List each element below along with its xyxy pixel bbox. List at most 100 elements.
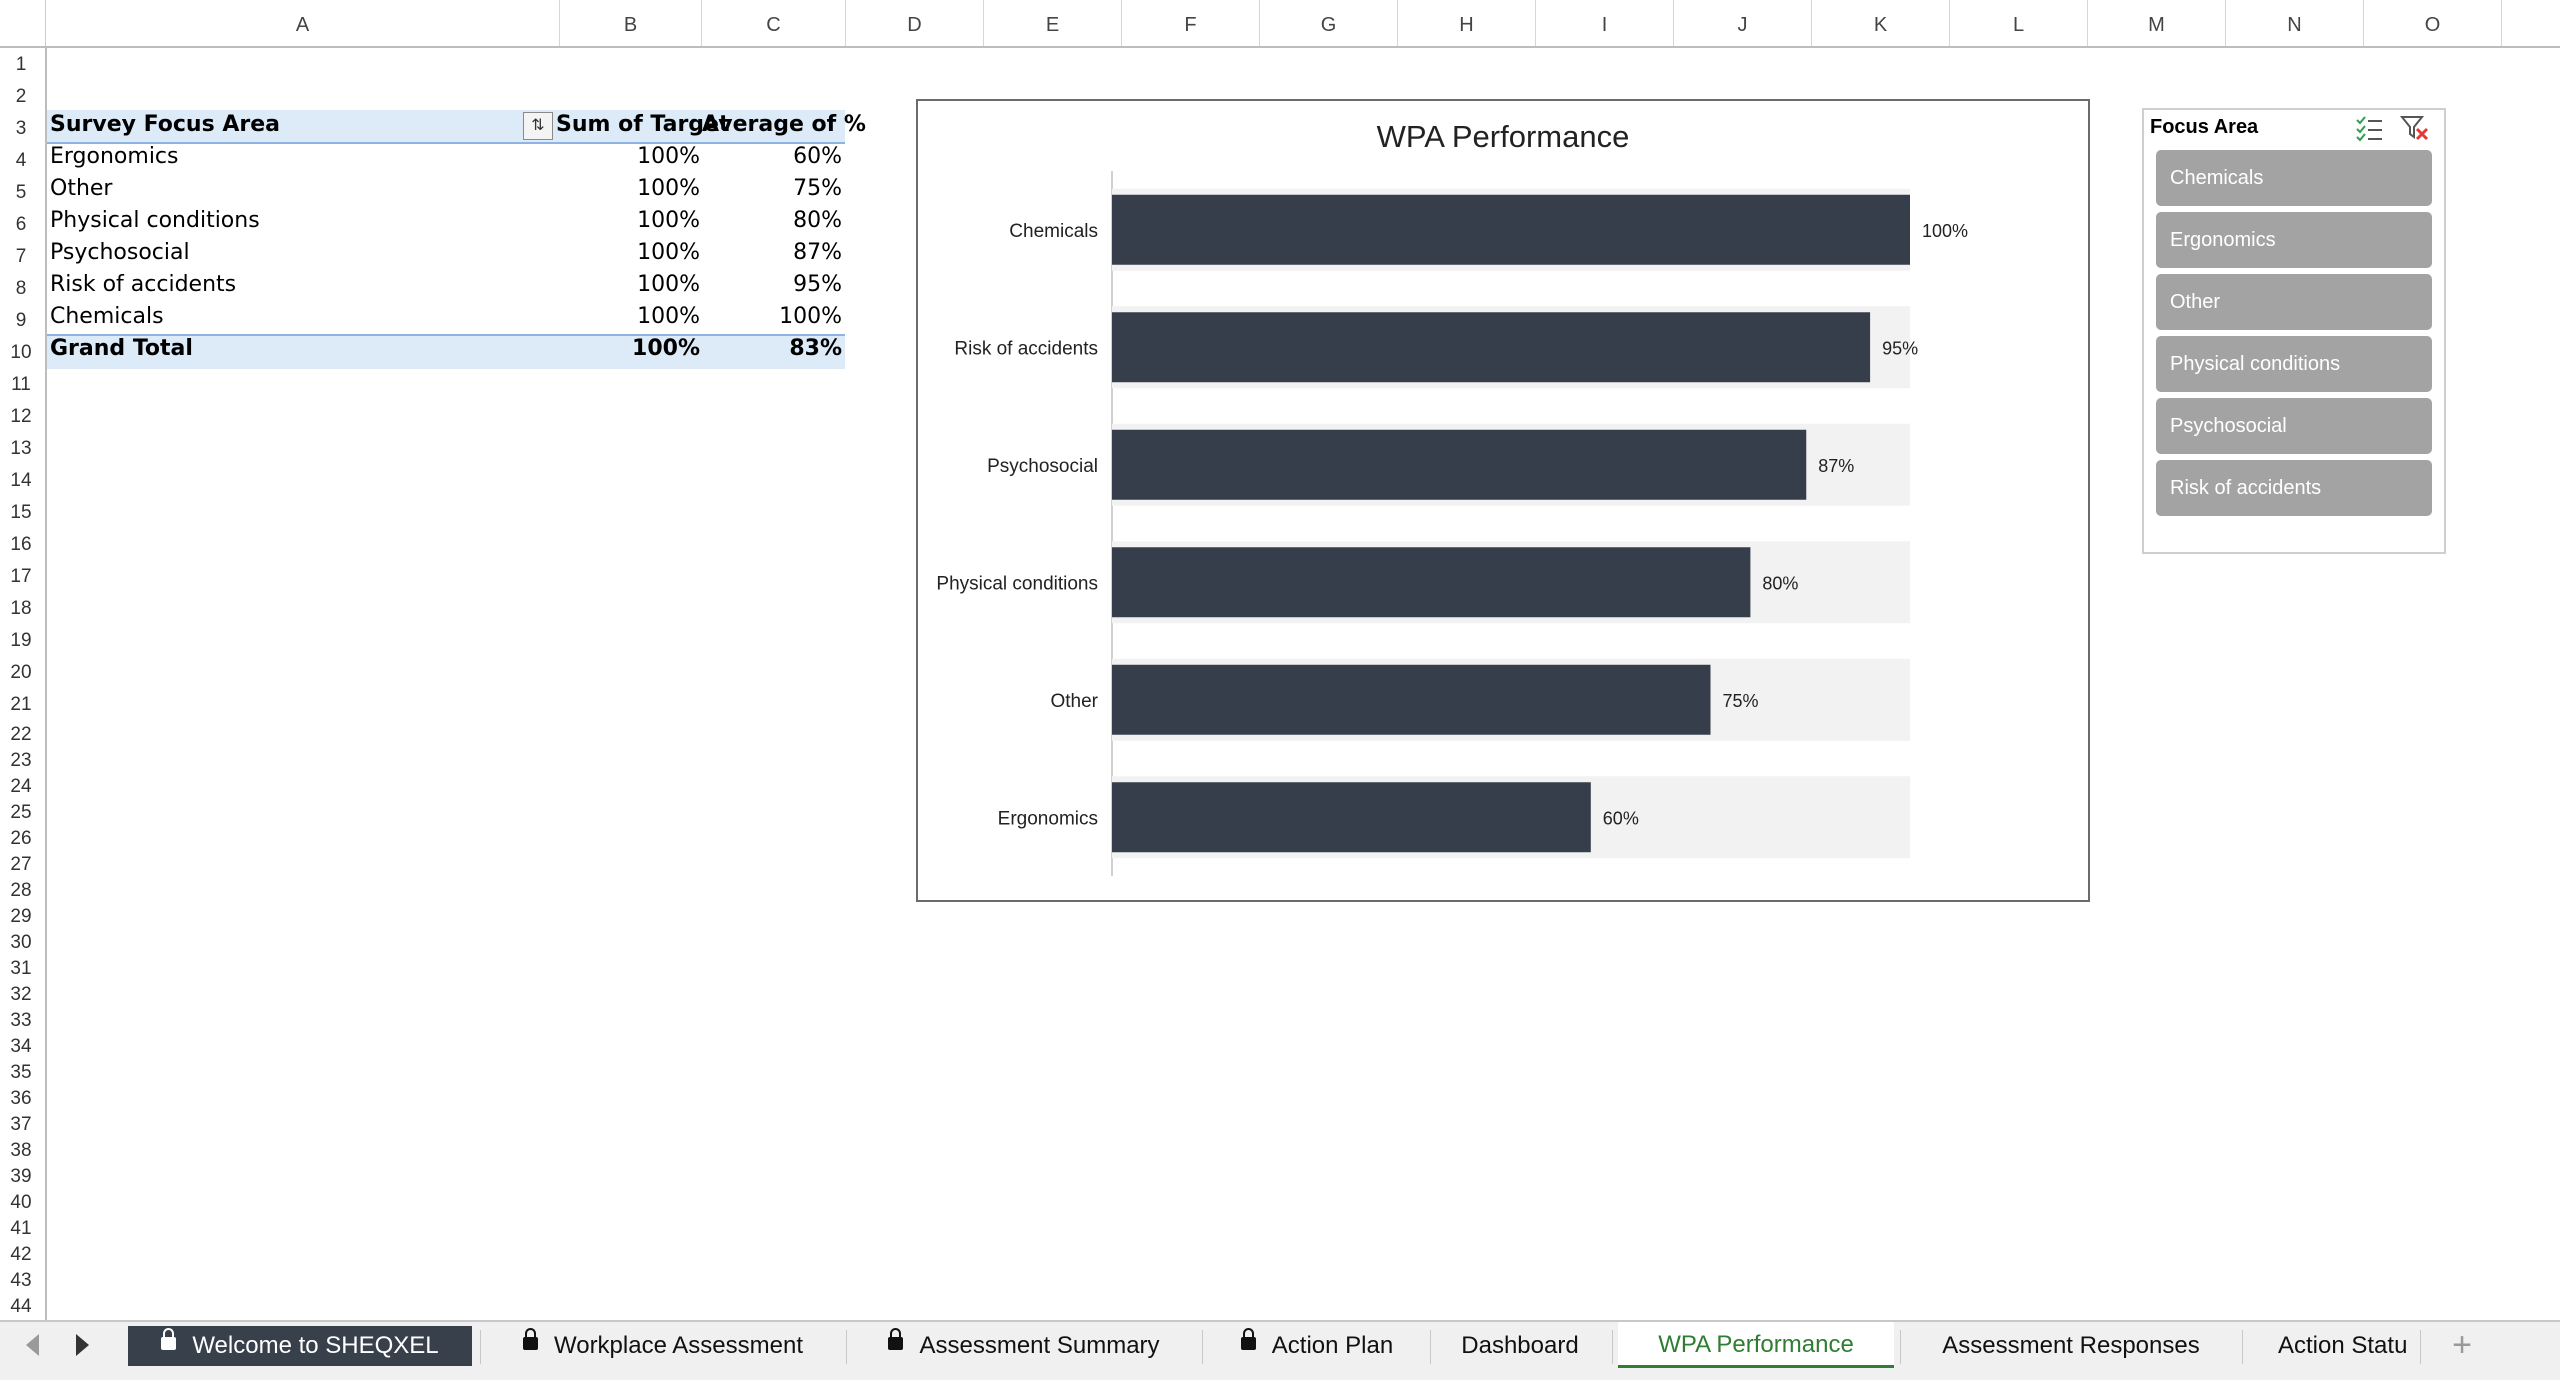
chart-bar[interactable] — [1112, 547, 1751, 618]
tab-assessment-responses[interactable]: Assessment Responses — [1906, 1326, 2236, 1366]
tab-scroll-right-icon[interactable] — [76, 1334, 89, 1356]
pivot-row-average[interactable]: 60% — [793, 144, 842, 169]
row-header-42[interactable]: 42 — [10, 1244, 32, 1265]
clear-filter-icon[interactable] — [2400, 114, 2430, 142]
row-header-27[interactable]: 27 — [10, 854, 32, 875]
row-header-11[interactable]: 11 — [11, 374, 31, 395]
column-header-l[interactable]: L — [1950, 0, 2088, 46]
row-header-22[interactable]: 22 — [10, 724, 32, 745]
row-header-29[interactable]: 29 — [10, 906, 32, 927]
pivot-row-area[interactable]: Risk of accidents — [50, 272, 237, 297]
pivot-total-target[interactable]: 100% — [632, 336, 700, 361]
chart-bar[interactable] — [1112, 194, 1910, 265]
focus-area-slicer[interactable]: Focus Area Chemicals Ergonomics Other Physi… — [2142, 108, 2446, 554]
row-header-37[interactable]: 37 — [10, 1114, 32, 1135]
pivot-total-average[interactable]: 83% — [789, 336, 842, 361]
multi-select-icon[interactable] — [2354, 114, 2384, 142]
pivot-row-average[interactable]: 95% — [793, 272, 842, 297]
tab-dashboard[interactable]: Dashboard — [1436, 1326, 1604, 1366]
row-header-35[interactable]: 35 — [10, 1062, 32, 1083]
row-header-12[interactable]: 12 — [10, 406, 32, 427]
pivot-row-target[interactable]: 100% — [637, 176, 700, 201]
row-header-23[interactable]: 23 — [10, 750, 32, 771]
pivot-header-average[interactable]: Average of % — [702, 112, 866, 137]
column-header-d[interactable]: D — [846, 0, 984, 46]
row-header-14[interactable]: 14 — [10, 470, 32, 491]
wpa-performance-chart[interactable]: WPA Performance Chemicals 100% Risk of acc… — [916, 99, 2090, 902]
tab-assessment-summary[interactable]: Assessment Summary — [854, 1326, 1194, 1366]
pivot-row-area[interactable]: Physical conditions — [50, 208, 260, 233]
pivot-row-area[interactable]: Chemicals — [50, 304, 164, 329]
pivot-header-area[interactable]: Survey Focus Area — [50, 112, 280, 137]
pivot-row-average[interactable]: 80% — [793, 208, 842, 233]
tab-action-plan[interactable]: Action Plan — [1210, 1326, 1424, 1366]
pivot-row-target[interactable]: 100% — [637, 208, 700, 233]
row-header-34[interactable]: 34 — [10, 1036, 32, 1057]
column-header-i[interactable]: I — [1536, 0, 1674, 46]
select-all-corner[interactable] — [0, 0, 46, 46]
row-header-31[interactable]: 31 — [10, 958, 32, 979]
row-header-38[interactable]: 38 — [10, 1140, 32, 1161]
row-header-15[interactable]: 15 — [10, 502, 32, 523]
row-header-19[interactable]: 19 — [10, 630, 32, 651]
column-header-e[interactable]: E — [984, 0, 1122, 46]
row-header-44[interactable]: 44 — [10, 1296, 32, 1317]
slicer-item-psychosocial[interactable]: Psychosocial — [2156, 398, 2432, 454]
tab-wpa-performance[interactable]: WPA Performance — [1618, 1322, 1894, 1368]
column-header-k[interactable]: K — [1812, 0, 1950, 46]
pivot-row-average[interactable]: 87% — [793, 240, 842, 265]
pivot-row-target[interactable]: 100% — [637, 240, 700, 265]
slicer-item-other[interactable]: Other — [2156, 274, 2432, 330]
row-header-30[interactable]: 30 — [10, 932, 32, 953]
row-header-4[interactable]: 4 — [15, 150, 27, 171]
slicer-item-risk-of-accidents[interactable]: Risk of accidents — [2156, 460, 2432, 516]
row-header-25[interactable]: 25 — [10, 802, 32, 823]
row-header-24[interactable]: 24 — [10, 776, 32, 797]
row-header-39[interactable]: 39 — [10, 1166, 32, 1187]
row-header-32[interactable]: 32 — [10, 984, 32, 1005]
row-header-1[interactable]: 1 — [15, 54, 27, 75]
column-header-a[interactable]: A — [46, 0, 560, 46]
row-header-21[interactable]: 21 — [10, 694, 32, 715]
row-header-40[interactable]: 40 — [10, 1192, 32, 1213]
tab-scroll-left-icon[interactable] — [26, 1334, 39, 1356]
slicer-item-physical-conditions[interactable]: Physical conditions — [2156, 336, 2432, 392]
column-header-g[interactable]: G — [1260, 0, 1398, 46]
pivot-row-area[interactable]: Ergonomics — [50, 144, 179, 169]
chart-bar[interactable] — [1112, 429, 1807, 500]
row-header-16[interactable]: 16 — [10, 534, 32, 555]
pivot-row-target[interactable]: 100% — [637, 144, 700, 169]
row-header-20[interactable]: 20 — [10, 662, 32, 683]
row-header-7[interactable]: 7 — [15, 246, 27, 267]
pivot-row-average[interactable]: 75% — [793, 176, 842, 201]
tab-action-status[interactable]: Action Statu — [2248, 1326, 2434, 1366]
row-header-13[interactable]: 13 — [10, 438, 32, 459]
column-header-j[interactable]: J — [1674, 0, 1812, 46]
pivot-row-area[interactable]: Psychosocial — [50, 240, 190, 265]
row-header-17[interactable]: 17 — [10, 566, 32, 587]
column-header-b[interactable]: B — [560, 0, 702, 46]
row-header-26[interactable]: 26 — [10, 828, 32, 849]
pivot-row-average[interactable]: 100% — [779, 304, 842, 329]
slicer-item-ergonomics[interactable]: Ergonomics — [2156, 212, 2432, 268]
chart-bar[interactable] — [1112, 664, 1711, 735]
row-header-5[interactable]: 5 — [15, 182, 27, 203]
column-header-h[interactable]: H — [1398, 0, 1536, 46]
slicer-item-chemicals[interactable]: Chemicals — [2156, 150, 2432, 206]
row-header-36[interactable]: 36 — [10, 1088, 32, 1109]
column-header-n[interactable]: N — [2226, 0, 2364, 46]
column-header-f[interactable]: F — [1122, 0, 1260, 46]
chart-bar[interactable] — [1112, 782, 1591, 853]
add-sheet-button[interactable]: + — [2452, 1326, 2472, 1364]
column-header-m[interactable]: M — [2088, 0, 2226, 46]
row-header-41[interactable]: 41 — [10, 1218, 32, 1239]
row-header-10[interactable]: 10 — [10, 342, 32, 363]
pivot-row-target[interactable]: 100% — [637, 272, 700, 297]
row-header-6[interactable]: 6 — [15, 214, 27, 235]
column-header-c[interactable]: C — [702, 0, 846, 46]
chart-bar[interactable] — [1112, 312, 1871, 383]
pivot-row-target[interactable]: 100% — [637, 304, 700, 329]
row-header-18[interactable]: 18 — [10, 598, 32, 619]
row-header-3[interactable]: 3 — [15, 118, 27, 139]
row-header-43[interactable]: 43 — [10, 1270, 32, 1291]
